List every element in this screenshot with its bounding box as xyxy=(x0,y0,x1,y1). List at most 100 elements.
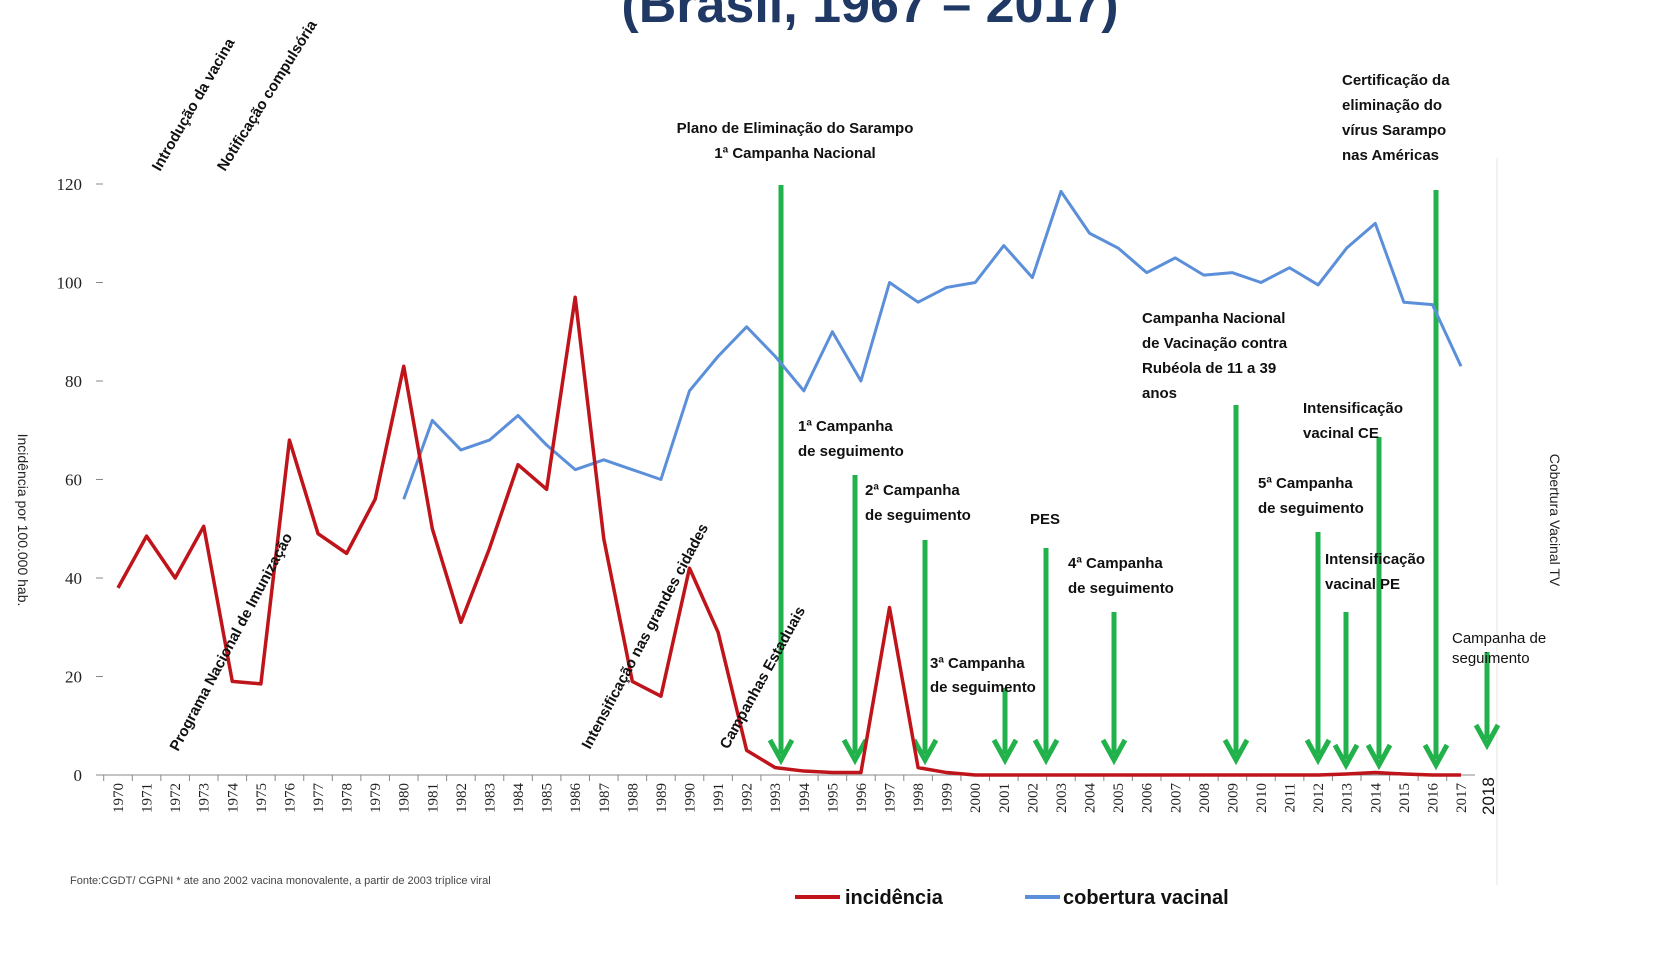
annotation-line: de seguimento xyxy=(1068,580,1174,597)
x-tick-label: 2017 xyxy=(1454,783,1470,814)
annotation-line: 2018 xyxy=(1479,777,1498,815)
annotation-line: vacinal CE xyxy=(1303,425,1379,442)
x-tick-label: 2014 xyxy=(1368,783,1384,814)
legend-label: incidência xyxy=(845,887,944,909)
x-tick-label: 2010 xyxy=(1254,783,1270,813)
y-tick-label: 20 xyxy=(65,668,82,687)
x-tick-label: 2011 xyxy=(1283,783,1299,812)
x-tick-label: 1998 xyxy=(911,783,927,813)
x-tick-label: 1986 xyxy=(568,783,584,814)
x-tick-label: 2013 xyxy=(1340,783,1356,813)
x-tick-label: 1985 xyxy=(540,783,556,813)
arrow-head xyxy=(1365,743,1393,771)
arrow-head xyxy=(1422,743,1450,771)
x-tick-label: 2002 xyxy=(1025,783,1041,813)
annotation-line: 2ª Campanha xyxy=(865,482,960,499)
x-tick-label: 2009 xyxy=(1225,783,1241,813)
annotation-line: nas Américas xyxy=(1342,147,1439,164)
x-tick-label: 1983 xyxy=(482,783,498,813)
arrow-head xyxy=(1032,738,1060,766)
arrow-head xyxy=(1100,738,1128,766)
x-tick-label: 1978 xyxy=(340,783,356,813)
annotation-line: Rubéola de 11 a 39 xyxy=(1142,360,1276,377)
x-tick-label: 1991 xyxy=(711,783,727,813)
annotation-line: de seguimento xyxy=(930,679,1036,696)
annotation: 2ª Campanha de seguimento xyxy=(865,482,971,524)
x-tick-label: 1977 xyxy=(311,783,327,814)
y-tick-label: 0 xyxy=(74,766,83,785)
annotation-line: Programa Nacional de Imunização xyxy=(167,530,297,754)
y-tick-label: 40 xyxy=(65,569,82,588)
arrow-head xyxy=(1222,738,1250,766)
x-tick-label: 2005 xyxy=(1111,783,1127,813)
x-tick-label: 2003 xyxy=(1054,783,1070,813)
x-tick-label: 1992 xyxy=(740,783,756,813)
annotation-line: 1ª Campanha xyxy=(798,418,893,435)
annotation-line: eliminação do xyxy=(1342,97,1442,114)
annotation-line: de seguimento xyxy=(1258,500,1364,517)
legend-label: cobertura vacinal xyxy=(1063,887,1229,909)
x-tick-label: 2001 xyxy=(997,783,1013,813)
annotation: 1ª Campanha de seguimento xyxy=(798,418,904,460)
x-tick-label: 1984 xyxy=(511,783,527,814)
footnote: Fonte:CGDT/ CGPNI * ate ano 2002 vacina … xyxy=(70,875,491,887)
arrow-head xyxy=(1473,723,1501,751)
annotation-line: Campanha de xyxy=(1452,630,1546,647)
chart-title: (Brasil, 1967 – 2017) xyxy=(621,0,1118,34)
plot: 0 20 40 60 80 100 120 1970 1971 1972 1973 1974 1975 1… xyxy=(57,175,1475,814)
x-tick-label: 1996 xyxy=(854,783,870,814)
x-tick-label: 2004 xyxy=(1083,783,1099,814)
annotation-line: 4ª Campanha xyxy=(1068,555,1163,572)
annotation-line: Intensificação nas grandes cidades xyxy=(579,521,713,752)
x-tick-label: 1979 xyxy=(368,783,384,813)
x-tick-label: 1990 xyxy=(682,783,698,813)
y-tick-label: 80 xyxy=(65,372,82,391)
annotation: Intensificação vacinal CE xyxy=(1303,400,1403,442)
x-tick-label: 2008 xyxy=(1197,783,1213,813)
annotation-line: anos xyxy=(1142,385,1177,402)
annotation-line: seguimento xyxy=(1452,650,1530,667)
x-tick-label: 1997 xyxy=(883,783,899,814)
x-tick-label: 2007 xyxy=(1168,783,1184,814)
x-tick-label: 1980 xyxy=(397,783,413,813)
annotation-line: Plano de Eliminação do Sarampo xyxy=(677,120,914,137)
annotation-line: Intensificação xyxy=(1325,551,1425,568)
x-tick-label: 1975 xyxy=(254,783,270,813)
arrows xyxy=(767,185,1501,771)
x-tick-label: 1971 xyxy=(140,783,156,813)
annotation-line: de seguimento xyxy=(865,507,971,524)
x-tick-label: 2000 xyxy=(968,783,984,813)
arrow-head xyxy=(1304,738,1332,766)
series-line xyxy=(402,189,1463,500)
y-axis-label: Incidência por 100.000 hab. xyxy=(15,434,31,607)
arrow-head xyxy=(841,738,869,766)
x-tick-label: 1994 xyxy=(797,783,813,814)
y-tick-label: 100 xyxy=(57,274,83,293)
annotation-line: vírus Sarampo xyxy=(1342,122,1446,139)
x-tick-label: 2012 xyxy=(1311,783,1327,813)
annotation: Programa Nacional de Imunização xyxy=(167,530,297,754)
annotation-line: vacinal PE xyxy=(1325,576,1400,593)
annotation: Campanha Nacional de Vacinação contra Rubé… xyxy=(1142,310,1288,402)
x-tick-label: 1987 xyxy=(597,783,613,814)
series-line xyxy=(116,295,1461,777)
annotation: 5ª Campanha de seguimento xyxy=(1258,475,1364,517)
x-tick-label: 1974 xyxy=(225,783,241,814)
x-tick-label: 1982 xyxy=(454,783,470,813)
annotation-line: PES xyxy=(1030,511,1060,528)
annotation-line: Certificação da xyxy=(1342,72,1450,89)
annotation-line: 1ª Campanha Nacional xyxy=(714,145,875,162)
arrow-head xyxy=(767,738,795,766)
x-tick-label: 1976 xyxy=(282,783,298,814)
annotation: Intensificação vacinal PE xyxy=(1325,551,1425,593)
y2-axis-label: Cobertura Vacinal TV xyxy=(1547,454,1563,587)
arrow-head xyxy=(911,738,939,766)
annotation: 4ª Campanha de seguimento xyxy=(1068,555,1174,597)
x-tick-label: 1970 xyxy=(111,783,127,813)
annotation-line: Intensificação xyxy=(1303,400,1403,417)
annotation: Certificação da eliminação do vírus Saramp… xyxy=(1342,72,1450,164)
annotation-line: 3ª Campanha xyxy=(930,655,1025,672)
annotation: 3ª Campanha de seguimento xyxy=(930,655,1036,696)
x-tick-label: 1988 xyxy=(625,783,641,813)
